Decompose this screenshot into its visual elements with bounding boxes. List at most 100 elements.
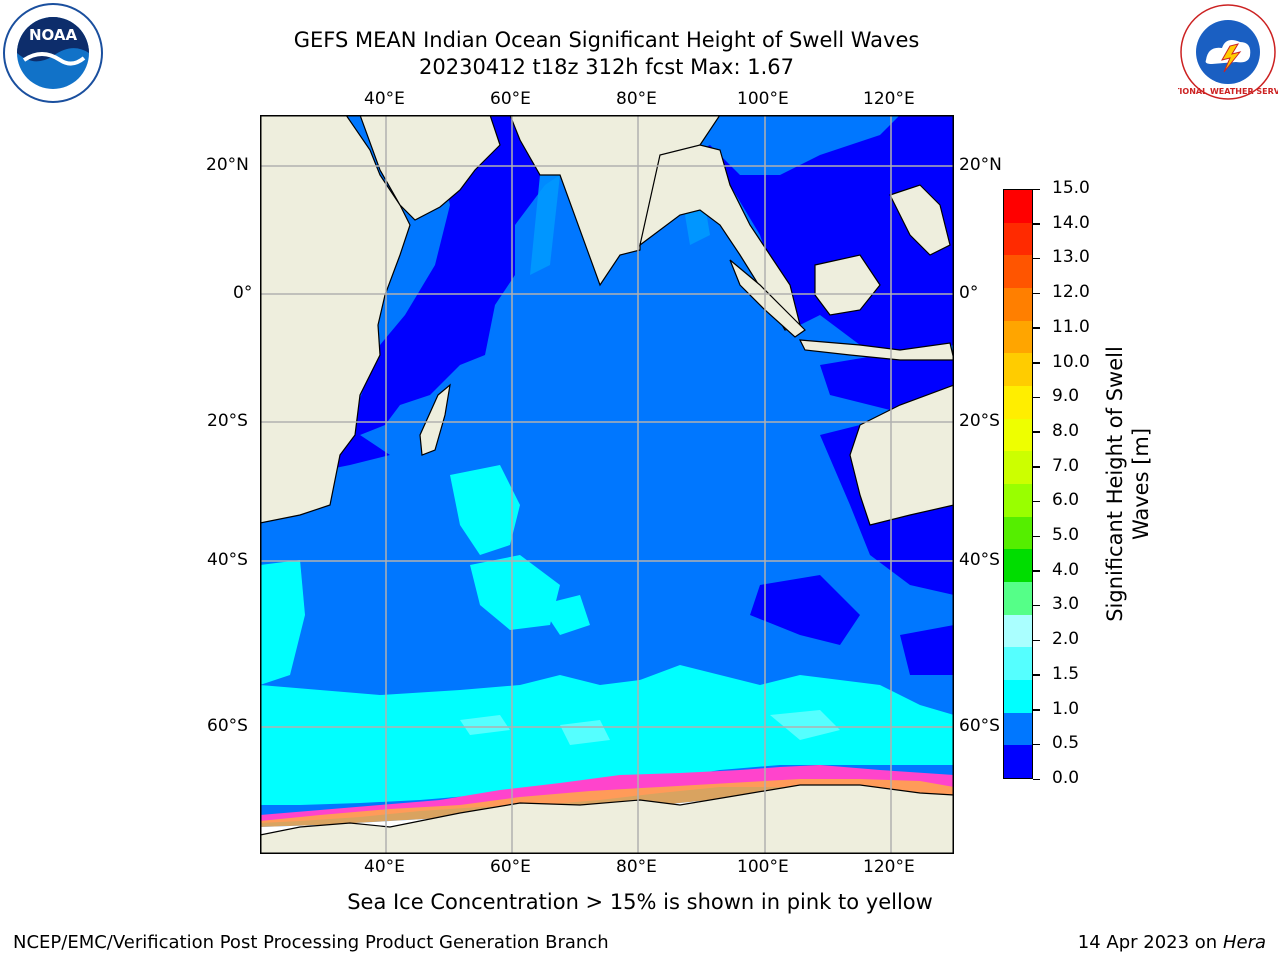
colorbar-tick-mark [1033, 639, 1040, 642]
lon-label-bottom-80e: 80°E [616, 857, 657, 877]
colorbar-tick-label: 0.5 [1052, 733, 1080, 754]
lat-label-right-0: 0° [959, 283, 979, 303]
lat-label-right-20n: 20°N [959, 155, 1002, 175]
lat-label-left-0: 0° [233, 283, 253, 303]
colorbar-segment [1004, 255, 1032, 289]
colorbar-segment [1004, 745, 1032, 779]
lon-label-top-60e: 60°E [490, 89, 531, 109]
colorbar-tick-label: 14.0 [1052, 212, 1090, 233]
colorbar-segment [1004, 484, 1032, 517]
colorbar-tick-mark [1033, 292, 1040, 295]
colorbar-tick-label: 0.0 [1052, 768, 1080, 788]
colorbar-tick-mark [1033, 396, 1040, 399]
colorbar-tick-mark [1033, 570, 1040, 572]
map-frame [260, 115, 954, 854]
lat-label-right-20s: 20°S [959, 411, 1000, 431]
java-landmass [798, 339, 954, 361]
chart-title: GEFS MEAN Indian Ocean Significant Heigh… [293, 28, 920, 52]
colorbar-tick-label: 10.0 [1052, 351, 1090, 372]
colorbar-tick-mark [1033, 466, 1040, 468]
colorbar-tick-mark [1033, 500, 1040, 503]
colorbar-tick-mark [1033, 709, 1040, 711]
lon-label-bottom-120e: 120°E [863, 857, 915, 877]
philippines-landmass [889, 184, 951, 256]
colorbar-tick-mark [1033, 257, 1040, 260]
lat-label-right-40s: 40°S [959, 550, 1000, 570]
lat-label-left-60s: 60°S [207, 716, 248, 736]
colorbar-segment [1004, 190, 1032, 223]
moderate-swell-highlights [460, 710, 840, 745]
lon-label-top-120e: 120°E [863, 89, 915, 109]
colorbar-segment [1004, 418, 1032, 452]
colorbar-segment [1004, 582, 1032, 615]
colorbar-tick-label: 6.0 [1052, 490, 1080, 511]
colorbar-label-line1: Significant Height of Swell [1103, 346, 1127, 622]
colorbar-segment [1004, 222, 1032, 256]
footer-date-text: 14 Apr 2023 on [1077, 932, 1223, 953]
colorbar-segment [1004, 451, 1032, 485]
land-masses [260, 115, 954, 854]
lon-label-top-40e: 40°E [364, 89, 405, 109]
colorbar-segment [1004, 647, 1032, 681]
nws-logo-text: NATIONAL WEATHER SERVICE [1178, 87, 1278, 96]
lon-label-bottom-40e: 40°E [364, 857, 405, 877]
colorbar-tick-label: 3.0 [1052, 594, 1080, 615]
colorbar-tick-label: 15.0 [1052, 178, 1090, 198]
noaa-logo-text: NOAA [29, 26, 78, 44]
lon-label-bottom-100e: 100°E [737, 857, 789, 877]
antarctica-landmass [260, 784, 954, 854]
lon-label-top-80e: 80°E [616, 89, 657, 109]
colorbar-tick-mark [1033, 604, 1040, 607]
colorbar-segment [1004, 353, 1032, 387]
lat-label-right-60s: 60°S [959, 716, 1000, 736]
colorbar-tick-label: 9.0 [1052, 386, 1080, 407]
lon-label-bottom-60e: 60°E [490, 857, 531, 877]
footer-host: Hera [1222, 932, 1266, 953]
colorbar-tick-label: 2.0 [1052, 629, 1080, 650]
noaa-logo: NOAA [3, 3, 103, 103]
colorbar-tick-mark [1033, 327, 1040, 329]
colorbar-segment [1004, 549, 1032, 583]
colorbar-segment [1004, 516, 1032, 550]
colorbar-tick-mark [1033, 535, 1040, 538]
arabia-landmass [359, 115, 501, 221]
colorbar-tick-mark [1033, 674, 1040, 676]
footer-date: 14 Apr 2023 on Hera [1078, 932, 1266, 953]
indochina-landmass [639, 144, 801, 331]
colorbar-tick-label: 5.0 [1052, 525, 1080, 546]
colorbar-tick-mark [1033, 743, 1040, 746]
colorbar-tick-label: 4.0 [1052, 559, 1080, 580]
colorbar-tick-label: 13.0 [1052, 247, 1090, 268]
colorbar-tick-label: 8.0 [1052, 420, 1080, 441]
colorbar-tick-mark [1033, 188, 1040, 190]
colorbar-segment [1004, 712, 1032, 746]
lat-label-left-20n: 20°N [206, 155, 249, 175]
colorbar-label-line2: Waves [m] [1129, 427, 1153, 541]
colorbar-tick-mark [1033, 431, 1040, 433]
borneo-landmass [814, 254, 881, 316]
colorbar-segment [1004, 320, 1032, 354]
colorbar-tick-mark [1033, 778, 1040, 780]
map-panel [260, 115, 954, 854]
colorbar-tick-mark [1033, 223, 1040, 225]
sea-ice-note: Sea Ice Concentration > 15% is shown in … [347, 890, 933, 914]
nws-logo: NATIONAL WEATHER SERVICE [1178, 4, 1278, 100]
colorbar-tick-label: 7.0 [1052, 455, 1080, 476]
colorbar-tick-label: 12.0 [1052, 282, 1090, 303]
australia-landmass [849, 384, 954, 526]
colorbar-tick-mark [1033, 362, 1040, 364]
colorbar-segment [1004, 680, 1032, 713]
madagascar-landmass [419, 383, 451, 456]
colorbar-segment [1004, 288, 1032, 321]
colorbar-tick-label: 1.0 [1052, 698, 1080, 719]
chart-subtitle: 20230412 t18z 312h fcst Max: 1.67 [419, 55, 794, 79]
colorbar [1003, 189, 1033, 779]
colorbar-segment [1004, 386, 1032, 419]
lat-label-left-20s: 20°S [207, 411, 248, 431]
lat-label-left-40s: 40°S [207, 550, 248, 570]
graticule [260, 115, 954, 854]
colorbar-segment [1004, 614, 1032, 648]
colorbar-tick-label: 11.0 [1052, 316, 1090, 337]
lon-label-top-100e: 100°E [737, 89, 789, 109]
footer-credit: NCEP/EMC/Verification Post Processing Pr… [13, 932, 609, 953]
